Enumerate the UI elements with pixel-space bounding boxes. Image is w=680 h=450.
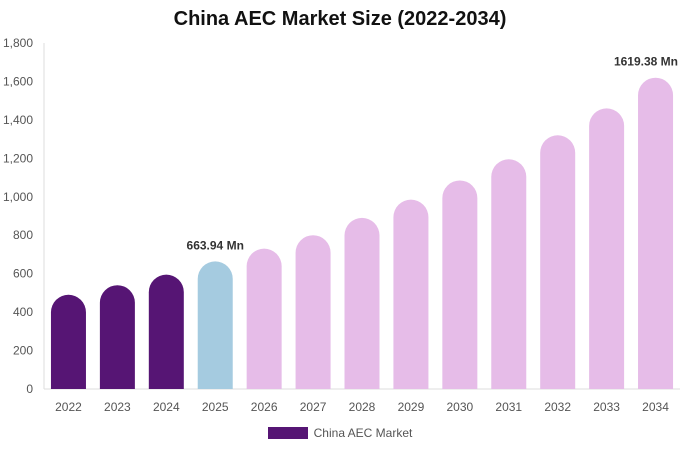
x-tick-label: 2034	[642, 400, 669, 414]
y-tick-label: 200	[13, 344, 33, 358]
bar-2031	[491, 159, 527, 389]
y-tick-label: 0	[26, 382, 33, 396]
y-tick-label: 1,600	[3, 74, 33, 88]
x-tick-label: 2028	[349, 400, 376, 414]
bar-2025	[197, 261, 233, 389]
data-labels: 663.94 Mn 1619.38 Mn	[187, 55, 678, 253]
bar-2029	[393, 199, 429, 389]
bar-2027	[295, 235, 331, 389]
x-tick-label: 2022	[55, 400, 82, 414]
x-tick-label: 2027	[300, 400, 327, 414]
legend-label: China AEC Market	[313, 426, 413, 440]
x-tick-label: 2030	[446, 400, 473, 414]
bar-2023	[99, 285, 135, 389]
x-tick-label: 2031	[495, 400, 522, 414]
bars	[50, 77, 674, 389]
x-tick-label: 2029	[398, 400, 425, 414]
y-tick-label: 1,800	[3, 36, 33, 50]
y-tick-label: 600	[13, 267, 33, 281]
x-tick-label: 2026	[251, 400, 278, 414]
x-axis: 2022 2023 2024 2025 2026 2027 2028 2029 2030 2031…	[44, 388, 680, 414]
data-label: 1619.38 Mn	[614, 55, 678, 69]
x-tick-label: 2033	[593, 400, 620, 414]
legend: China AEC Market	[0, 426, 680, 440]
bar-2034	[638, 77, 674, 389]
data-label: 663.94 Mn	[187, 238, 244, 252]
bar-2026	[246, 248, 282, 389]
y-tick-label: 1,400	[3, 113, 33, 127]
x-tick-label: 2023	[104, 400, 131, 414]
x-tick-label: 2025	[202, 400, 229, 414]
bar-2033	[589, 108, 625, 389]
x-tick-label: 2024	[153, 400, 180, 414]
x-tick-label: 2032	[544, 400, 571, 414]
bar-2030	[442, 180, 478, 389]
y-tick-label: 800	[13, 228, 33, 242]
bar-2022	[50, 294, 86, 389]
bar-2032	[540, 135, 576, 389]
chart-title: China AEC Market Size (2022-2034)	[173, 8, 507, 30]
bar-2028	[344, 217, 380, 389]
y-tick-label: 1,000	[3, 190, 33, 204]
y-tick-label: 1,200	[3, 151, 33, 165]
y-tick-label: 400	[13, 305, 33, 319]
legend-swatch	[267, 427, 308, 439]
bar-2024	[148, 274, 184, 389]
y-axis: 0 200 400 600 800 1,000 1,200 1,400 1,600 1,800	[3, 36, 45, 396]
